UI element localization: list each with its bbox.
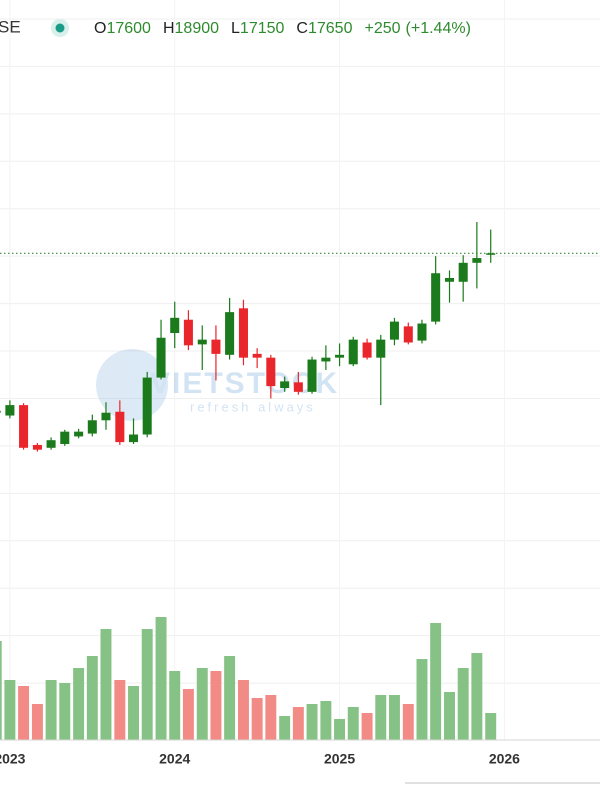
candle-body <box>335 354 345 358</box>
field-key: C <box>296 20 308 37</box>
candle-body <box>403 326 413 343</box>
status-dot <box>55 23 65 33</box>
volume-bar <box>361 713 373 740</box>
volume-bar <box>100 629 112 740</box>
volume-bar <box>444 692 455 740</box>
candle-body <box>156 337 166 378</box>
x-tick-label: 2023 <box>0 751 26 767</box>
volume-bar <box>86 656 98 740</box>
volume-bar <box>388 695 400 740</box>
candle-body <box>348 339 358 365</box>
exchange: SE <box>0 17 21 36</box>
ohlc-text: O17600 H18900 L17150 C17650 +250 (+1.44%) <box>94 20 471 37</box>
candle-body <box>74 431 84 437</box>
volume-bar <box>182 689 194 740</box>
candle-body <box>183 319 193 346</box>
candle-body <box>321 357 331 362</box>
candle-body <box>60 431 70 444</box>
field-value: 17650 <box>308 20 353 37</box>
candle-body <box>87 420 97 434</box>
volume-bar <box>4 680 16 740</box>
field-value: 18900 <box>175 20 220 37</box>
field-value: 17150 <box>240 20 285 37</box>
watermark-slogan: refresh always <box>190 399 316 414</box>
legend-header: SE O17600 H18900 L17150 C17650 +250 (+1.44%) <box>0 17 471 37</box>
field-value: 17600 <box>106 20 151 37</box>
x-tick-label: 2026 <box>489 751 520 767</box>
volume-bar <box>18 686 30 740</box>
volume-bar <box>334 719 346 740</box>
volume-bar <box>210 671 222 740</box>
change: +250 <box>364 20 400 37</box>
field-key: H <box>163 20 175 37</box>
volume-bar <box>347 707 359 740</box>
volume-bar <box>45 680 57 740</box>
volume-bar <box>279 716 291 740</box>
candle-body <box>431 273 441 322</box>
candle-body <box>197 339 207 345</box>
candle-body <box>280 381 290 389</box>
candle-body <box>458 262 468 282</box>
candle-body <box>444 277 455 282</box>
candle-body <box>0 410 1 413</box>
x-axis: 2023 2024 2025 2026 <box>0 751 520 767</box>
candle-body <box>211 339 221 354</box>
volume-bar <box>31 704 43 740</box>
volume-bar <box>196 668 208 740</box>
candle-body <box>266 357 276 387</box>
volume-bar <box>237 680 249 740</box>
volume-bar <box>155 617 167 740</box>
candle-body <box>376 339 386 358</box>
candle-body <box>389 321 399 340</box>
volume-pane <box>0 617 497 740</box>
volume-bar <box>457 668 469 740</box>
candle-body <box>32 444 42 450</box>
field-key: O <box>94 20 106 37</box>
watermark-title: VIETSTOCK <box>150 367 339 400</box>
volume-bar <box>416 659 428 740</box>
volume-bar <box>306 704 318 740</box>
candle-body <box>5 405 15 416</box>
volume-bar <box>375 695 387 740</box>
candle-body <box>101 412 111 421</box>
volume-bar <box>251 698 263 740</box>
volume-bar <box>0 641 2 740</box>
candle-body <box>19 405 29 448</box>
volume-bar <box>430 623 442 740</box>
x-tick-label: 2024 <box>159 751 190 767</box>
candle-body <box>46 440 56 448</box>
candle-body <box>417 323 427 341</box>
candle-body <box>170 317 180 333</box>
candle-body <box>115 411 125 443</box>
volume-bar <box>59 683 71 740</box>
volume-bar <box>73 668 85 740</box>
field-key: L <box>231 20 240 37</box>
candle-body <box>362 342 372 358</box>
volume-bar <box>292 707 304 740</box>
volume-bar <box>141 629 153 740</box>
volume-bar <box>114 680 126 740</box>
volume-bar <box>169 671 181 740</box>
candle-body <box>307 359 317 392</box>
candle-body <box>252 353 262 358</box>
volume-bar <box>485 713 497 740</box>
volume-bar <box>265 695 277 740</box>
candle-body <box>486 253 496 255</box>
change-pct: (+1.44%) <box>406 20 471 37</box>
volume-bar <box>128 686 139 740</box>
candle-body <box>129 434 139 443</box>
x-tick-label: 2025 <box>324 751 355 767</box>
price-pane <box>0 222 600 452</box>
volume-bar <box>471 653 483 740</box>
candle-body <box>293 382 303 392</box>
candle-body <box>225 312 235 355</box>
grid <box>0 0 600 740</box>
volume-bar <box>320 701 332 740</box>
volume-bar <box>402 704 414 740</box>
candle-body <box>238 308 248 358</box>
volume-bar <box>224 656 236 740</box>
candle-body <box>142 377 152 435</box>
candle-body <box>472 258 482 263</box>
